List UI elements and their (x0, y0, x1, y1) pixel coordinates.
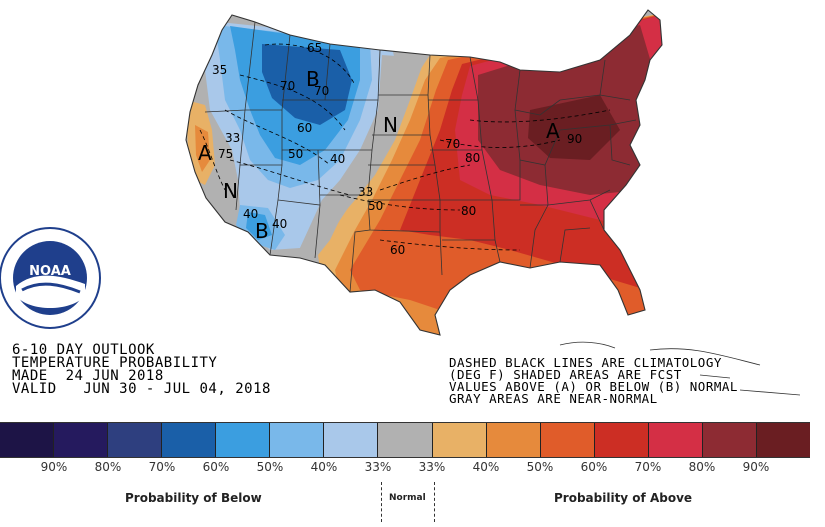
contour-label: 40 (330, 152, 345, 166)
probability-above-caption: Probability of Above (554, 491, 693, 505)
legend-percent-label: 33% (364, 460, 392, 474)
legend-swatch (216, 423, 271, 457)
contour-label: 33 (225, 131, 240, 145)
contour-label: 40 (243, 207, 258, 221)
legend-swatch (378, 423, 433, 457)
contour-label: 60 (297, 121, 312, 135)
legend-percent-label: 50% (526, 460, 554, 474)
near-normal-marker-central: N (383, 113, 398, 137)
legend-swatch (270, 423, 325, 457)
legend-percent-label: 60% (202, 460, 230, 474)
contour-label: 70 (280, 79, 295, 93)
legend-percent-label: 70% (148, 460, 176, 474)
contour-label: 40 (272, 217, 287, 231)
legend-swatch (324, 423, 379, 457)
legend-percent-label: 33% (418, 460, 446, 474)
legend-swatch (756, 423, 810, 457)
below-normal-marker-north: B (306, 67, 320, 91)
legend-percent-labels: 90% 80% 70% 60% 50% 40% 33% 33% 40% 50% 60% 70% 80% 9… (0, 460, 810, 476)
legend-percent-label: 80% (94, 460, 122, 474)
legend-swatch (648, 423, 703, 457)
contour-label: 35 (212, 63, 227, 77)
note-line-1: DASHED BLACK LINES ARE CLIMATOLOGY (449, 355, 722, 370)
note-line-2: (DEG F) SHADED AREAS ARE FCST (449, 367, 682, 382)
near-normal-marker-west: N (223, 179, 238, 203)
legend-percent-label: 90% (40, 460, 68, 474)
caribbean-outline (559, 341, 801, 396)
contour-label: 80 (461, 204, 476, 218)
contour-label: 65 (307, 41, 322, 55)
contour-label: 50 (288, 147, 303, 161)
contour-label: 33 (358, 185, 373, 199)
legend-percent-label: 80% (688, 460, 716, 474)
outlook-line-4: VALID JUN 30 - JUL 04, 2018 (12, 381, 271, 397)
outlook-line-2: TEMPERATURE PROBABILITY (12, 355, 218, 371)
normal-divider-left (381, 482, 382, 522)
contour-label: 70 (445, 137, 460, 151)
contour-label: 90 (567, 132, 582, 146)
legend-swatch (486, 423, 541, 457)
noaa-logo: NOAA (0, 227, 101, 329)
legend-percent-label: 40% (310, 460, 338, 474)
normal-divider-right (434, 482, 435, 522)
contour-label: 70 (314, 84, 329, 98)
legend-swatch (594, 423, 649, 457)
note-line-4: GRAY AREAS ARE NEAR-NORMAL (449, 391, 658, 406)
contour-label: 60 (390, 243, 405, 257)
probability-below-caption: Probability of Below (125, 491, 262, 505)
legend-swatch (432, 423, 487, 457)
climatology-lines (199, 43, 611, 251)
legend-swatch (0, 423, 55, 457)
legend-swatch (162, 423, 217, 457)
state-boundaries (185, 9, 663, 336)
legend-percent-label: 50% (256, 460, 284, 474)
contour-label: 50 (368, 199, 383, 213)
legend-swatch (54, 423, 109, 457)
contour-label: 75 (218, 147, 233, 161)
probability-shading (186, 10, 662, 335)
legend-percent-label: 70% (634, 460, 662, 474)
contour-label: 80 (465, 151, 480, 165)
outlook-title-block: 6-10 DAY OUTLOOK TEMPERATURE PROBABILITY M… (12, 342, 271, 397)
legend-color-bar (0, 422, 810, 458)
legend-percent-label: 40% (472, 460, 500, 474)
noaa-logo-text: NOAA (29, 264, 71, 279)
legend-percent-label: 60% (580, 460, 608, 474)
above-normal-marker-west: A (198, 141, 212, 165)
outlook-line-3: MADE 24 JUN 2018 (12, 368, 164, 384)
normal-caption: Normal (389, 493, 426, 503)
legend-percent-label: 90% (742, 460, 770, 474)
note-line-3: VALUES ABOVE (A) OR BELOW (B) NORMAL (449, 379, 738, 394)
legend-swatch (702, 423, 757, 457)
legend-notes: DASHED BLACK LINES ARE CLIMATOLOGY (DEG F… (449, 355, 738, 406)
outlook-line-1: 6-10 DAY OUTLOOK (12, 342, 155, 358)
legend-swatch (108, 423, 163, 457)
below-normal-marker-southwest: B (255, 219, 269, 243)
above-normal-marker-east: A (546, 119, 560, 143)
legend-swatch (540, 423, 595, 457)
